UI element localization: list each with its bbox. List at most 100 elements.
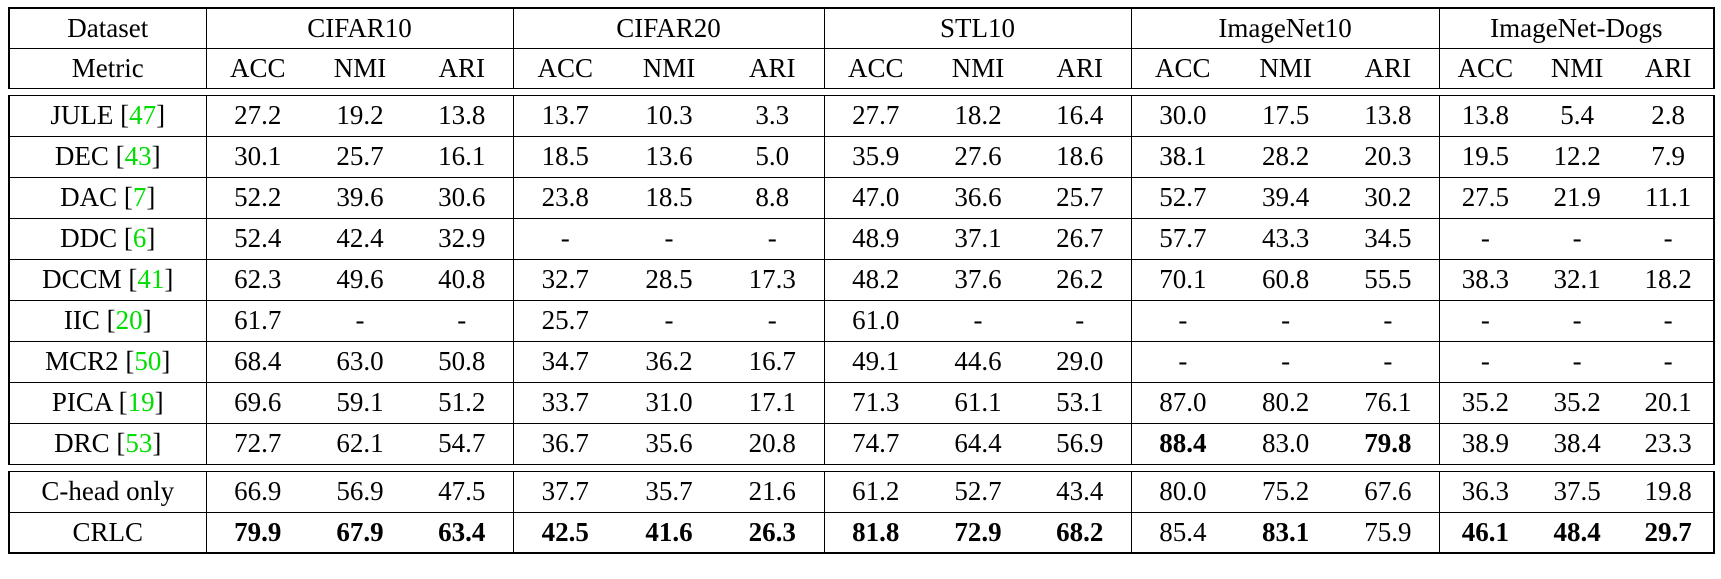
metric-value-cell: 48.4 <box>1531 511 1624 554</box>
metric-value-cell: 30.0 <box>1159 100 1207 130</box>
metric-value-cell: 11.1 <box>1623 176 1716 218</box>
metric-value-cell: 36.7 <box>513 422 618 464</box>
metric-value-cell: 26.3 <box>721 511 825 554</box>
metric-value-cell: - <box>721 217 825 259</box>
metric-value-cell: 28.5 <box>617 258 722 300</box>
metric-value-cell: 80.2 <box>1234 381 1338 423</box>
metric-value-cell: 36.6 <box>927 176 1030 218</box>
metric-value-cell: 30.2 <box>1337 176 1440 218</box>
metric-value-cell: - <box>1337 340 1440 382</box>
metric-value-cell: - <box>1531 299 1624 341</box>
method-name: DAC <box>60 182 118 212</box>
metric-header: ACC <box>206 47 309 88</box>
metric-value-cell: 25.7 <box>513 299 618 341</box>
metric-value-cell: - <box>1623 217 1716 259</box>
metric-value-cell: 21.6 <box>721 471 825 512</box>
citation-number: 7 <box>132 182 147 212</box>
table-row: C-head only 66.9 56.9 47.5 37.7 35.7 21.6 61.2 5… <box>8 471 1716 512</box>
double-rule-gap-cell <box>9 463 1715 472</box>
metric-value-cell: 27.6 <box>927 135 1030 177</box>
metric-value-cell: 39.4 <box>1234 176 1338 218</box>
metric-value-cell: 20.8 <box>721 422 825 464</box>
dataset-group-header: ImageNet-Dogs <box>1439 7 1716 48</box>
metric-value-cell: 36.2 <box>617 340 722 382</box>
metric-value-cell: 79.8 <box>1337 422 1440 464</box>
metric-value-cell: 68.4 <box>206 340 309 382</box>
table-row: IIC [20] 61.7- -25.7- -61.0- - - - - - - - <box>8 299 1716 341</box>
method-name: MCR2 <box>45 346 119 376</box>
citation-number: 19 <box>127 387 155 417</box>
metric-value-cell: - <box>411 299 514 341</box>
metric-value-cell: 3.3 <box>721 95 825 136</box>
metric-value-cell: 79.9 <box>206 511 309 554</box>
method-label: DAC [7] <box>8 176 207 218</box>
table-row: CRLC 79.9 67.9 63.4 42.5 41.6 26.3 81.8 72.9 68.2… <box>8 511 1716 554</box>
double-rule-gap <box>9 463 1715 472</box>
metric-value-cell: 34.5 <box>1337 217 1440 259</box>
metric-value-cell: 83.0 <box>1234 422 1338 464</box>
citation-number: 47 <box>129 100 157 130</box>
metric-value-cell: 51.2 <box>411 381 514 423</box>
metric-value-cell: 52.2 <box>206 176 309 218</box>
metric-value-cell: 7.9 <box>1623 135 1716 177</box>
method-label: JULE [47] <box>8 95 207 136</box>
metric-value-cell: 27.2 <box>234 100 282 130</box>
metric-value-cell: 52.7 <box>954 476 1002 506</box>
metric-value-cell: 68.2 <box>1029 511 1132 554</box>
dataset-group-header: ImageNet10 <box>1131 7 1440 48</box>
citation-number: 20 <box>115 305 143 335</box>
metric-value-cell: 26.2 <box>1029 258 1132 300</box>
metric-value-cell: 76.1 <box>1337 381 1440 423</box>
citation-number: 43 <box>124 141 152 171</box>
metric-header-row: Metric ACC NMI ARI ACC NMI ARI ACC NMI ARI ACC NMI… <box>8 47 1716 88</box>
metric-value-cell: 17.5 <box>1261 100 1310 130</box>
metric-value-cell: 52.4 <box>206 217 309 259</box>
metric-value-cell: 60.8 <box>1234 258 1338 300</box>
metric-value-cell: 19.2 <box>336 100 384 130</box>
table-row: DAC [7] 52.2 39.6 30.6 23.8 18.5 8.8 47.0 36.6 25… <box>8 176 1716 218</box>
metric-value-cell: 16.4 <box>1029 95 1132 136</box>
metric-value-cell: 38.3 <box>1439 258 1532 300</box>
metric-value-cell: 18.2 <box>954 100 1002 130</box>
metric-value-cell: 20.1 <box>1623 381 1716 423</box>
metric-value-cell: 37.6 <box>927 258 1030 300</box>
method-name: CRLC <box>72 516 144 547</box>
metric-value-cell: 13.7 <box>541 100 589 130</box>
metric-value-cell: 75.9 <box>1337 511 1440 554</box>
metric-value-cell: 18.5 <box>513 135 618 177</box>
metric-value-cell: 74.7 <box>824 422 928 464</box>
method-label: C-head only <box>8 471 207 512</box>
dataset-corner-label: Dataset <box>8 7 207 48</box>
metric-value-cell: 32.7 <box>513 258 618 300</box>
metric-header: ACC <box>824 47 928 88</box>
metric-value-cell: - <box>1234 340 1338 382</box>
metric-value-cell: 43.3 <box>1234 217 1338 259</box>
metric-value-cell: 39.6 <box>309 176 411 218</box>
metric-value-cell: 70.1 <box>1131 258 1235 300</box>
method-label: DRC [53] <box>8 422 207 464</box>
metric-value-cell: 44.6 <box>927 340 1030 382</box>
metric-value-cell: 27.7 <box>852 100 900 130</box>
metric-value-cell: 54.7 <box>411 422 514 464</box>
citation-number: 50 <box>134 346 162 376</box>
method-name: JULE <box>50 100 114 130</box>
table-row: JULE [47] 27.2 19.2 13.8 13.7 10.3 3.3 27.7 18.2… <box>8 95 1716 136</box>
metric-value-cell: - <box>1131 340 1235 382</box>
metric-value-cell: 42.4 <box>309 217 411 259</box>
citation-number: 41 <box>137 264 165 294</box>
metric-value-cell: 40.8 <box>411 258 514 300</box>
metric-value-cell: 38.1 <box>1131 135 1235 177</box>
metric-value-cell: 71.3 <box>824 381 928 423</box>
metric-value-cell: 33.7 <box>513 381 618 423</box>
metric-value-cell: 61.2 <box>852 476 900 506</box>
metric-value-cell: 31.0 <box>617 381 722 423</box>
metric-value-cell: 19.5 <box>1439 135 1532 177</box>
table-row: DEC [43] 30.1 25.7 16.1 18.5 13.6 5.0 35.9 27.6 1… <box>8 135 1716 177</box>
metric-value-cell: 35.2 <box>1439 381 1532 423</box>
metric-value-cell: 34.7 <box>513 340 618 382</box>
metric-value-cell: 72.7 <box>206 422 309 464</box>
metric-value-cell: 87.0 <box>1131 381 1235 423</box>
metric-value-cell: 61.0 <box>824 299 928 341</box>
metric-value-cell: 36.3 <box>1461 476 1509 506</box>
metric-value-cell: 47.0 <box>824 176 928 218</box>
